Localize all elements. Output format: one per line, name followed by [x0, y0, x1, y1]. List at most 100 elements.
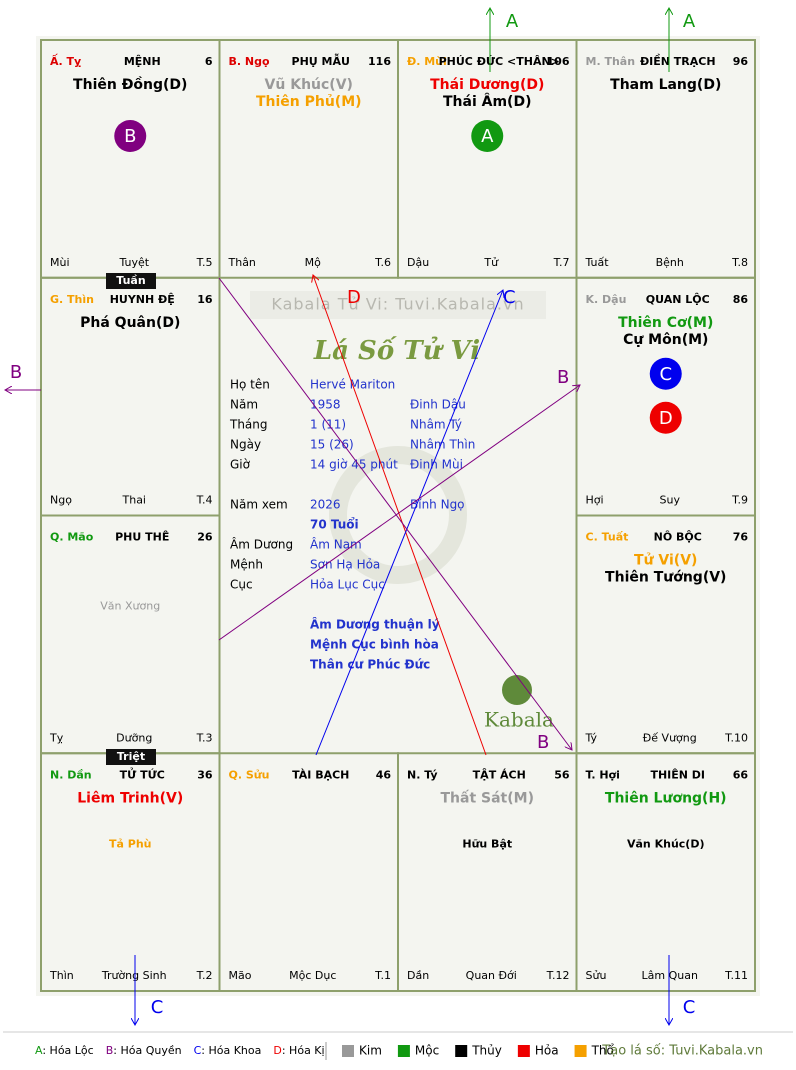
transform-marker: [114, 120, 147, 152]
info-value: Nhâm Tý: [410, 418, 462, 432]
palace-term: T.7: [553, 256, 570, 269]
info-label: Họ tên: [230, 378, 270, 392]
palace-branch: Tý: [585, 731, 598, 744]
transform-arrow-label: C: [683, 997, 696, 1018]
main-star: Cự Môn(M): [623, 332, 708, 348]
legend-key: B: [106, 1044, 114, 1057]
tag-box: [106, 749, 156, 765]
minor-star: Hữu Bật: [462, 837, 512, 850]
info-label: Âm Dương: [230, 537, 293, 552]
palace-phase: Đế Vượng: [643, 731, 697, 744]
palace-number: 106: [547, 55, 570, 68]
legend-key: C: [194, 1044, 202, 1057]
palace-term: T.3: [196, 731, 213, 744]
info-note: Mệnh Cục bình hòa: [310, 638, 439, 652]
palace-term: T.12: [546, 969, 570, 982]
info-value: Sơn Hạ Hỏa: [310, 558, 380, 572]
legend-swatch: [455, 1045, 468, 1057]
palace-stem: Q. Mão: [50, 531, 94, 544]
palace-term: T.2: [196, 969, 213, 982]
legend-credit: Tạo lá số: Tuvi.Kabala.vn: [601, 1044, 763, 1059]
palace-number: 6: [205, 55, 213, 68]
legend-element: Hỏa: [535, 1044, 559, 1058]
palace-number: 116: [368, 55, 391, 68]
transform-line: [218, 385, 580, 641]
legend-swatch: [342, 1045, 354, 1057]
palace-phase: Tử: [483, 256, 499, 269]
palace-number: 76: [733, 531, 749, 544]
transform-line: [218, 277, 572, 750]
palace-phase: Mộc Dục: [289, 969, 336, 982]
legend-swatch: [574, 1045, 587, 1057]
palace-term: T.5: [196, 256, 213, 269]
logo-text: Kabala: [484, 708, 554, 732]
main-star: Thái Âm(D): [443, 93, 531, 110]
palace-name: PHÚC ĐỨC <THÂN>: [439, 55, 560, 68]
palace-phase: Thai: [122, 494, 147, 507]
transform-line: [313, 275, 487, 756]
palace-cell: [575, 752, 756, 992]
info-label: Năm xem: [230, 498, 288, 512]
legend-text: : Hóa Quyền: [113, 1044, 181, 1057]
palace-phase: Tuyệt: [118, 256, 149, 269]
main-star: Liêm Trinh(V): [77, 790, 183, 806]
palace-name: PHỤ MẪU: [292, 53, 350, 68]
info-value: 14 giờ 45 phút: [310, 458, 398, 472]
info-note: Thân cư Phúc Đức: [310, 658, 430, 672]
palace-name: HUYNH ĐỆ: [110, 293, 175, 306]
main-star: Tham Lang(D): [610, 77, 721, 93]
palace-stem: N. Tý: [407, 768, 438, 781]
info-label: Năm: [230, 398, 258, 412]
palace-term: T.11: [724, 969, 748, 982]
transform-marker-letter: B: [124, 126, 136, 147]
transform-line-label: C: [503, 287, 516, 308]
minor-star: Tả Phù: [109, 837, 151, 850]
palace-number: 26: [197, 531, 213, 544]
transform-line-label: B: [557, 367, 569, 388]
palace-term: T.9: [731, 494, 748, 507]
palace-branch: Tỵ: [49, 731, 64, 744]
palace-number: 16: [197, 293, 213, 306]
palace-branch: Thìn: [49, 969, 74, 982]
transform-line-label: B: [537, 732, 549, 753]
palace-stem: K. Dậu: [586, 293, 627, 306]
palace-term: T.6: [374, 256, 391, 269]
palace-stem: Q. Sửu: [229, 768, 270, 781]
legend-key: A: [35, 1044, 43, 1057]
legend-text: : Hóa Kị: [282, 1044, 325, 1057]
palace-term: T.10: [724, 731, 748, 744]
transform-arrow-label: A: [506, 11, 519, 32]
palace-number: 66: [733, 768, 749, 781]
main-star: Thiên Tướng(V): [605, 570, 726, 586]
info-value: Bính Ngọ: [410, 498, 465, 512]
main-star: Thiên Đồng(D): [73, 76, 187, 93]
legend-element: Thủy: [471, 1044, 502, 1058]
info-value: Hỏa Lục Cục: [310, 578, 385, 592]
tag-text: Triệt: [117, 750, 145, 763]
minor-star: Văn Xương: [100, 600, 160, 613]
legend-swatch: [517, 1045, 530, 1057]
transform-marker-letter: C: [659, 364, 672, 385]
legend-transform: C: Hóa Khoa: [194, 1044, 262, 1057]
legend-transform: D: Hóa Kị: [273, 1044, 324, 1057]
main-star: Thiên Cơ(M): [618, 315, 713, 331]
palace-branch: Hợi: [586, 494, 604, 507]
main-star: Tử Vi(V): [634, 553, 697, 569]
legend-element: Kim: [359, 1044, 382, 1058]
palace-name: TÀI BẠCH: [292, 768, 349, 781]
palace-name: THIÊN DI: [650, 768, 705, 781]
palace-number: 96: [733, 55, 749, 68]
palace-stem: M. Thân: [586, 55, 636, 68]
tag-box: [106, 273, 156, 289]
legend-key: D: [273, 1044, 281, 1057]
palace-number: 46: [376, 768, 392, 781]
logo-icon: [502, 675, 532, 705]
transform-marker: [649, 357, 682, 390]
legend-element: Thổ: [591, 1044, 615, 1058]
palace-stem: Ấ. Tỵ: [50, 53, 81, 68]
info-value: 1958: [310, 398, 341, 412]
palace-branch: Dần: [407, 969, 429, 982]
palace-stem: Đ. Mùi: [407, 55, 447, 68]
